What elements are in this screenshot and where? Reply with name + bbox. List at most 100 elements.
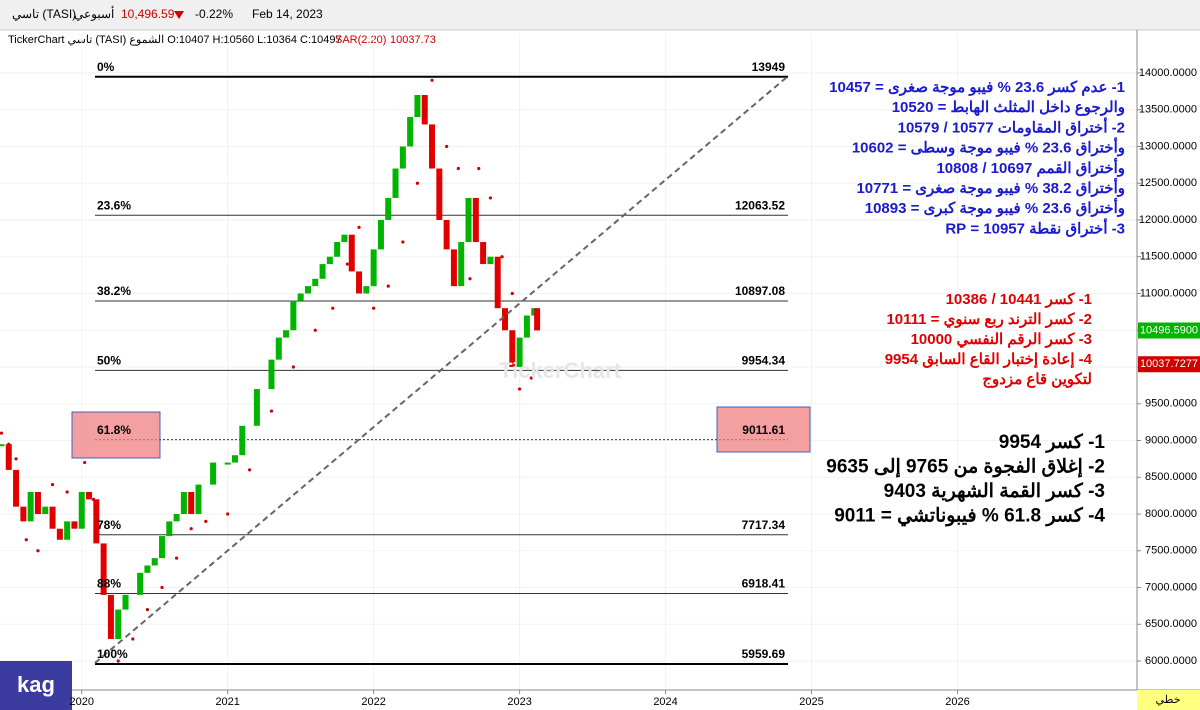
sar-dot xyxy=(345,262,349,266)
candle xyxy=(13,469,20,507)
sar-dot xyxy=(0,431,4,435)
candle xyxy=(407,117,414,147)
sar-dot xyxy=(14,457,18,461)
fib-value: 9011.61 xyxy=(742,423,785,437)
highlight-box xyxy=(716,406,811,453)
sar-dot xyxy=(226,512,230,516)
y-tick-label: 11500.0000 xyxy=(1140,251,1197,263)
candle xyxy=(341,234,348,243)
candle xyxy=(166,521,173,537)
fib-value: 9954.34 xyxy=(742,354,786,368)
sar-dot xyxy=(291,365,295,369)
fib-value: 6918.41 xyxy=(742,577,786,591)
price-badge-label: 10496.5900 xyxy=(1140,324,1198,336)
y-tick-label: 14000.0000 xyxy=(1139,67,1197,79)
candle xyxy=(414,95,421,118)
sar-dot xyxy=(102,549,106,553)
candle xyxy=(377,219,384,250)
annotation: وأختراق 23.6 % فيبو موجة كبرى = 10893 xyxy=(865,197,1125,217)
x-tick-label: 2026 xyxy=(945,696,969,708)
sar-dot xyxy=(160,585,164,590)
corner-label: kag xyxy=(17,672,55,697)
candle xyxy=(188,491,195,515)
sar-dot xyxy=(131,637,135,641)
sar-dot xyxy=(529,376,533,380)
candle xyxy=(534,308,541,331)
annotation: 3- كسر القمة الشهرية 9403 xyxy=(884,481,1105,502)
sar-dot xyxy=(91,497,96,501)
sar-dot xyxy=(468,277,472,281)
fib-value: 13949 xyxy=(752,60,786,74)
sar-dot xyxy=(510,291,514,296)
price-badge-label: 10037.7277 xyxy=(1140,358,1198,370)
sar-dot xyxy=(175,556,179,560)
fib-label: 61.8% xyxy=(97,423,131,437)
candle xyxy=(71,521,78,529)
sar-dot xyxy=(518,387,522,391)
y-tick-label: 13500.0000 xyxy=(1139,104,1197,116)
candle xyxy=(472,197,479,243)
candle xyxy=(195,484,202,515)
fib-label: 78% xyxy=(97,518,121,532)
candle xyxy=(480,242,487,265)
sar-dot xyxy=(477,166,481,171)
sar-dot xyxy=(269,409,274,413)
candle xyxy=(86,491,93,500)
sar-dot xyxy=(313,328,317,332)
y-tick-label: 6500.0000 xyxy=(1145,618,1197,630)
candle xyxy=(151,558,158,566)
candle xyxy=(137,572,144,595)
sar-dot xyxy=(500,255,504,259)
annotation: 2- أختراق المقاومات 10577 / 10579 xyxy=(898,116,1125,136)
sar-dot xyxy=(386,284,390,288)
sar-dot xyxy=(456,166,460,171)
symbol: تاسي (TASI) xyxy=(12,7,76,21)
candle xyxy=(93,499,100,544)
fib-label: 38.2% xyxy=(97,284,131,298)
x-tick-label: 2024 xyxy=(653,696,677,708)
mode-box xyxy=(1137,690,1200,710)
candle xyxy=(356,271,363,294)
candle xyxy=(458,242,465,287)
fib-label: 0% xyxy=(97,60,115,74)
highlight-box xyxy=(71,411,161,459)
annotation: 2- كسر الترند ربع سنوي = 10111 xyxy=(886,311,1092,329)
sar-dot xyxy=(357,225,361,229)
last-price: 10,496.59 xyxy=(121,7,175,21)
fib-label: 23.6% xyxy=(97,198,131,212)
candle xyxy=(363,286,370,294)
sar-dot xyxy=(415,181,420,185)
candle xyxy=(268,359,275,390)
candle xyxy=(283,330,290,338)
sar-dot xyxy=(488,196,493,200)
price-badge xyxy=(1138,322,1200,339)
price-badge xyxy=(1138,356,1200,373)
candle xyxy=(42,506,49,515)
candle xyxy=(429,124,436,169)
candle xyxy=(239,425,246,456)
sar-dot xyxy=(372,306,376,310)
sar-dot xyxy=(24,538,28,542)
candle xyxy=(78,491,85,529)
y-tick-label: 7500.0000 xyxy=(1145,545,1197,557)
candle xyxy=(385,197,392,220)
sar-dot xyxy=(401,240,405,244)
fib-value: 12063.52 xyxy=(735,198,785,212)
candle xyxy=(421,95,428,125)
candle xyxy=(34,491,41,515)
candle xyxy=(509,330,516,367)
candle xyxy=(0,444,5,447)
candle xyxy=(516,337,523,367)
candle xyxy=(312,278,319,287)
sar-dot xyxy=(430,78,434,82)
candle xyxy=(436,168,443,220)
candle xyxy=(5,444,12,470)
y-tick-label: 9000.0000 xyxy=(1145,434,1197,446)
sar-dot xyxy=(83,460,87,465)
corner-box xyxy=(0,661,72,710)
candle xyxy=(20,506,27,522)
sar-value: 10037.73 xyxy=(390,34,436,46)
candle xyxy=(107,594,114,639)
candle xyxy=(348,234,355,272)
